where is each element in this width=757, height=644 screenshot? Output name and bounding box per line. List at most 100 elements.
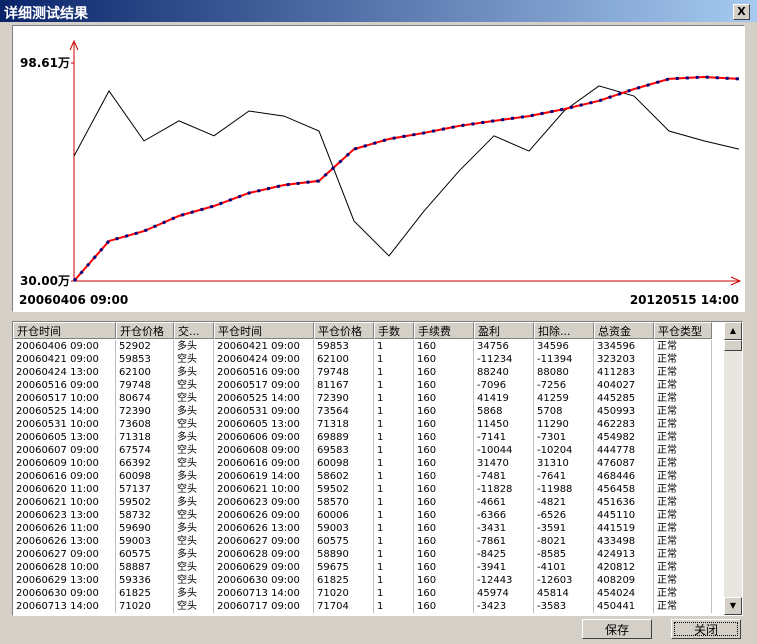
table-cell: -10044 bbox=[474, 444, 534, 457]
table-cell: -4101 bbox=[534, 561, 594, 574]
table-cell: -3591 bbox=[534, 522, 594, 535]
column-header: 盈利 bbox=[474, 322, 534, 339]
table-cell: 20060616 09:00 bbox=[214, 457, 314, 470]
table-cell: 71318 bbox=[314, 418, 374, 431]
table-cell: 58890 bbox=[314, 548, 374, 561]
table-cell: 81167 bbox=[314, 379, 374, 392]
table-cell: 1 bbox=[374, 483, 414, 496]
column-header: 手数 bbox=[374, 322, 414, 339]
table-cell: -4661 bbox=[474, 496, 534, 509]
table-cell: 空头 bbox=[174, 418, 214, 431]
table-cell: -12443 bbox=[474, 574, 534, 587]
table-cell: 160 bbox=[414, 600, 474, 613]
table-cell: 空头 bbox=[174, 574, 214, 587]
close-dialog-button[interactable]: 关闭 bbox=[671, 619, 741, 639]
y-arrow bbox=[69, 39, 79, 51]
table-cell: 160 bbox=[414, 522, 474, 535]
table-cell: 160 bbox=[414, 470, 474, 483]
series-line bbox=[73, 85, 740, 257]
table-cell: -7141 bbox=[474, 431, 534, 444]
table-cell: 正常 bbox=[654, 496, 712, 509]
table-cell: 71704 bbox=[314, 600, 374, 613]
table-cell: 正常 bbox=[654, 522, 712, 535]
table-cell: 60098 bbox=[116, 470, 174, 483]
table-cell: 多头 bbox=[174, 340, 214, 353]
table-cell: 20060605 13:00 bbox=[13, 431, 116, 444]
table-cell: 1 bbox=[374, 457, 414, 470]
table-cell: 空头 bbox=[174, 483, 214, 496]
table-cell: -3431 bbox=[474, 522, 534, 535]
table-cell: 60006 bbox=[314, 509, 374, 522]
table-cell: -3423 bbox=[474, 600, 534, 613]
table-cell: -7641 bbox=[534, 470, 594, 483]
scroll-up[interactable]: ▲ bbox=[724, 322, 742, 340]
table-cell: 1 bbox=[374, 522, 414, 535]
table-cell: 160 bbox=[414, 392, 474, 405]
table-cell: 20060608 09:00 bbox=[214, 444, 314, 457]
table-cell: 20060605 13:00 bbox=[214, 418, 314, 431]
table-cell: 多头 bbox=[174, 548, 214, 561]
scrollbar[interactable]: ▲ ▼ bbox=[724, 322, 742, 615]
table-cell: 20060421 09:00 bbox=[13, 353, 116, 366]
table-cell: 71020 bbox=[314, 587, 374, 600]
table-cell: 20060623 09:00 bbox=[214, 496, 314, 509]
table-cell: 1 bbox=[374, 392, 414, 405]
table-cell: 20060619 14:00 bbox=[214, 470, 314, 483]
table-cell: 454024 bbox=[594, 587, 654, 600]
table-cell: 450441 bbox=[594, 600, 654, 613]
table-cell: 160 bbox=[414, 535, 474, 548]
table-cell: 45974 bbox=[474, 587, 534, 600]
scroll-down[interactable]: ▼ bbox=[724, 597, 742, 615]
table-cell: 45814 bbox=[534, 587, 594, 600]
table-cell: 1 bbox=[374, 496, 414, 509]
table-cell: 41419 bbox=[474, 392, 534, 405]
table-cell: 空头 bbox=[174, 392, 214, 405]
table-cell: 160 bbox=[414, 561, 474, 574]
table-cell: 72390 bbox=[116, 405, 174, 418]
table-cell: 多头 bbox=[174, 405, 214, 418]
table-cell: -7096 bbox=[474, 379, 534, 392]
table-cell: 160 bbox=[414, 457, 474, 470]
table-cell: 1 bbox=[374, 548, 414, 561]
table-cell: 1 bbox=[374, 431, 414, 444]
table-cell: -8585 bbox=[534, 548, 594, 561]
table-cell: 20060626 11:00 bbox=[13, 522, 116, 535]
table-cell: -8425 bbox=[474, 548, 534, 561]
table-cell: 20060607 09:00 bbox=[13, 444, 116, 457]
table-cell: 20060424 13:00 bbox=[13, 366, 116, 379]
table-cell: 468446 bbox=[594, 470, 654, 483]
title-bar: 详细测试结果 X bbox=[0, 0, 757, 22]
close-button[interactable]: X bbox=[733, 4, 750, 20]
table-cell: 正常 bbox=[654, 457, 712, 470]
table-cell: 160 bbox=[414, 548, 474, 561]
table-cell: 408209 bbox=[594, 574, 654, 587]
table-cell: 1 bbox=[374, 561, 414, 574]
table-cell: 59690 bbox=[116, 522, 174, 535]
table-cell: 60575 bbox=[314, 535, 374, 548]
table-cell: 正常 bbox=[654, 405, 712, 418]
scroll-thumb[interactable] bbox=[724, 340, 742, 351]
table-cell: 160 bbox=[414, 379, 474, 392]
table-cell: 20060628 10:00 bbox=[13, 561, 116, 574]
table-cell: 5708 bbox=[534, 405, 594, 418]
table-cell: 160 bbox=[414, 418, 474, 431]
table-cell: -6526 bbox=[534, 509, 594, 522]
table-cell: 424913 bbox=[594, 548, 654, 561]
table-cell: 71318 bbox=[116, 431, 174, 444]
chart-panel: 30.00万 98.61万 20060406 09:00 20120515 14:00 bbox=[12, 25, 745, 312]
table-cell: 20060713 14:00 bbox=[214, 587, 314, 600]
table-cell: 20060516 09:00 bbox=[13, 379, 116, 392]
table-cell: 20060626 13:00 bbox=[13, 535, 116, 548]
table-cell: -7481 bbox=[474, 470, 534, 483]
table-cell: 20060424 09:00 bbox=[214, 353, 314, 366]
table-cell: 59853 bbox=[116, 353, 174, 366]
save-button[interactable]: 保存 bbox=[582, 619, 652, 639]
table-cell: 20060516 09:00 bbox=[214, 366, 314, 379]
table-cell: 正常 bbox=[654, 561, 712, 574]
table-cell: 20060629 09:00 bbox=[214, 561, 314, 574]
table-cell: 72390 bbox=[314, 392, 374, 405]
column-header: 开仓时间 bbox=[13, 322, 116, 339]
table-cell: 69889 bbox=[314, 431, 374, 444]
table-cell: 20060717 09:00 bbox=[214, 600, 314, 613]
table-cell: 正常 bbox=[654, 483, 712, 496]
